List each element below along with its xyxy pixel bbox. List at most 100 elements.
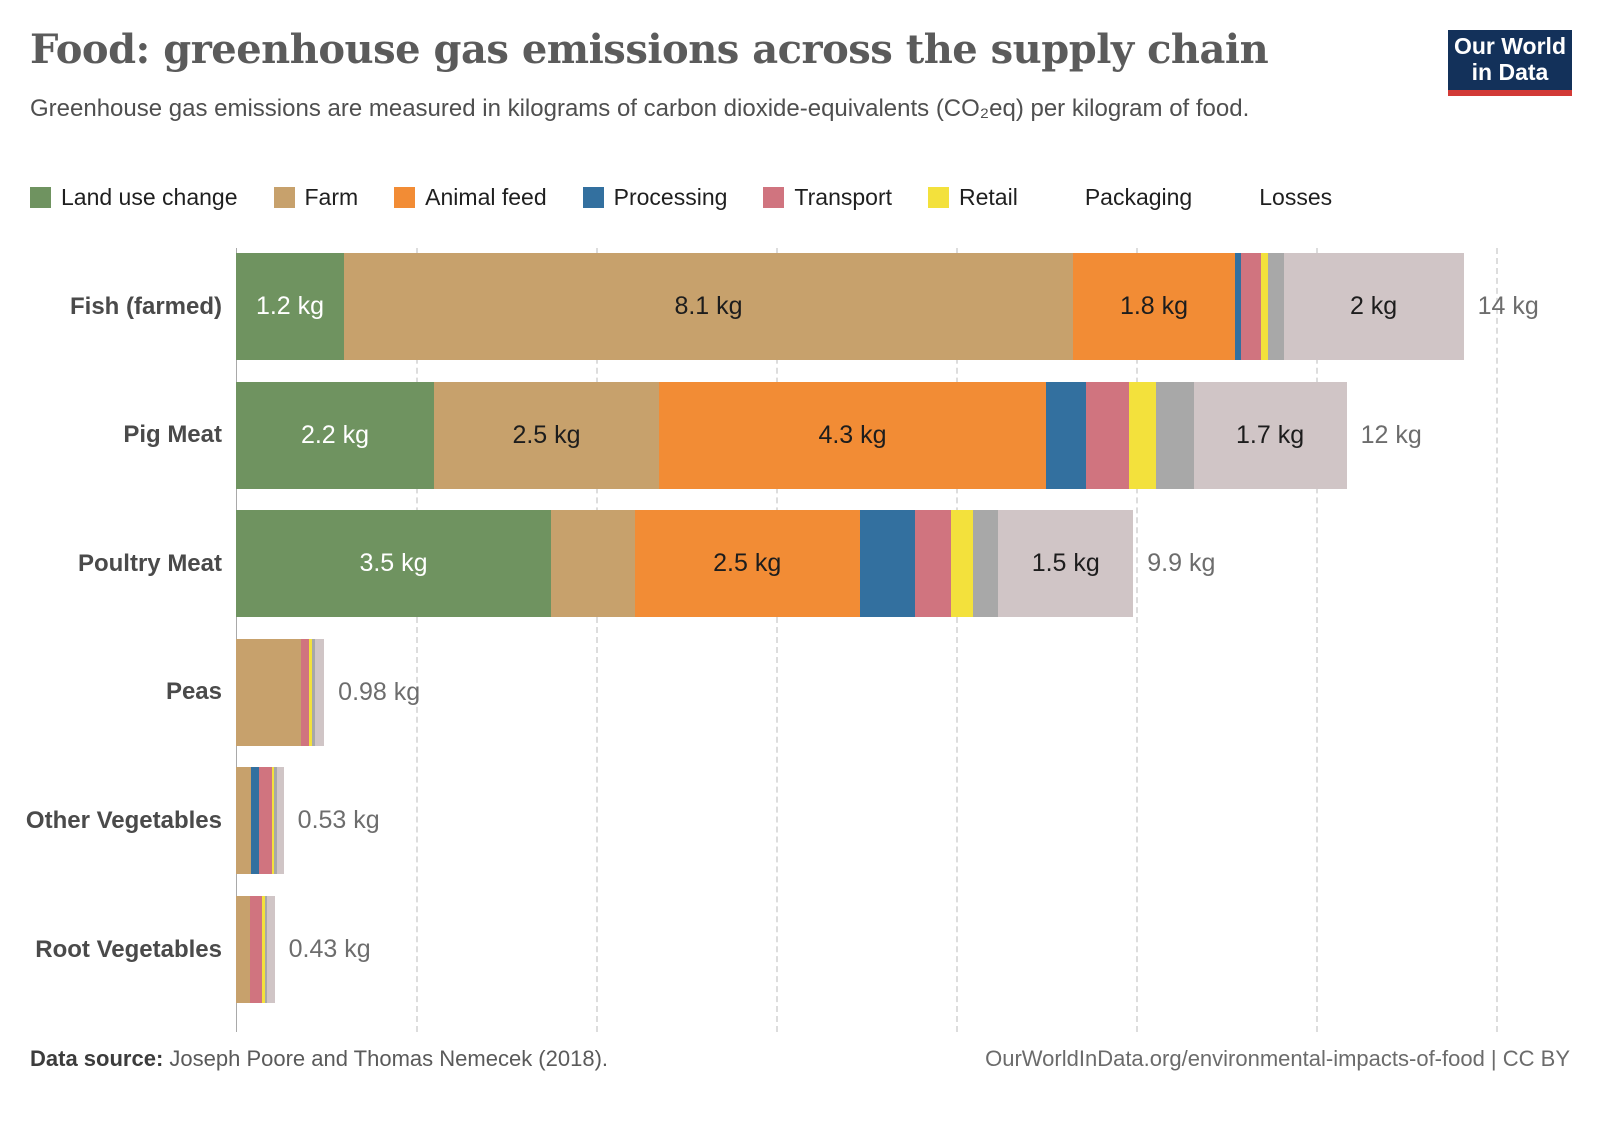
bar-row: Poultry Meat 3.5 kg 2.5 kg 1.5 kg 9.9 kg <box>0 510 1600 618</box>
owid-logo-line2: in Data <box>1471 59 1549 85</box>
segment-transport[interactable] <box>300 638 309 746</box>
gridline-6kg <box>776 248 778 1032</box>
segment-retail[interactable] <box>1128 381 1156 489</box>
segment-retail[interactable] <box>308 638 313 746</box>
bar-row: Root Vegetables 0.43 kg <box>0 896 1600 1003</box>
legend-item-packaging[interactable]: Packaging <box>1054 184 1192 211</box>
segment-processing[interactable] <box>251 767 260 875</box>
segment-packaging[interactable] <box>1268 253 1284 360</box>
retail-swatch-icon <box>928 187 949 208</box>
processing-swatch-icon <box>582 187 604 208</box>
segment-farm[interactable] <box>236 638 301 746</box>
legend-item-processing[interactable]: Processing <box>582 184 728 211</box>
stacked-bar <box>236 638 325 746</box>
segment-value-label: 1.5 kg <box>1031 549 1100 578</box>
segment-farm[interactable] <box>236 767 252 875</box>
segment-retail[interactable] <box>262 896 265 1003</box>
total-value-label: 12 kg <box>1360 420 1422 449</box>
segment-packaging[interactable] <box>264 896 268 1003</box>
bar-row: Fish (farmed) 1.2 kg 8.1 kg 1.8 kg 2 kg 14 kg <box>0 253 1600 360</box>
segment-retail[interactable] <box>950 510 974 618</box>
legend-item-land_use[interactable]: Land use change <box>30 184 238 211</box>
segment-farm[interactable]: 8.1 kg <box>344 253 1073 360</box>
legend-item-feed[interactable]: Animal feed <box>394 184 547 211</box>
legend-label: Losses <box>1259 184 1333 210</box>
gridline-8kg <box>956 248 958 1032</box>
segment-feed[interactable]: 2.5 kg <box>634 510 860 618</box>
segment-land_use[interactable]: 2.2 kg <box>236 381 434 489</box>
origin-url[interactable]: OurWorldInData.org/environmental-impacts… <box>985 1046 1570 1071</box>
feed-swatch-icon <box>394 187 416 208</box>
segment-losses[interactable]: 2 kg <box>1283 253 1464 360</box>
legend-label: Land use change <box>61 184 238 210</box>
segment-transport[interactable] <box>915 510 951 618</box>
bar-row: Pig Meat 2.2 kg 2.5 kg 4.3 kg 1.7 kg 12 kg <box>0 381 1600 489</box>
legend-label: Packaging <box>1084 184 1193 210</box>
stacked-bar: 1.2 kg 8.1 kg 1.8 kg 2 kg <box>236 253 1464 360</box>
stacked-bar <box>236 767 284 875</box>
segment-transport[interactable] <box>250 896 263 1003</box>
legend: Land use change Farm Animal feed Processing… <box>30 184 1332 211</box>
gridline-2kg <box>416 248 418 1032</box>
category-label: Peas <box>165 678 222 706</box>
category-label: Root Vegetables <box>35 935 222 963</box>
segment-value-label: 2.5 kg <box>512 420 581 449</box>
data-source-note: Data source: Joseph Poore and Thomas Nem… <box>30 1046 608 1072</box>
stacked-bar: 2.2 kg 2.5 kg 4.3 kg 1.7 kg <box>236 381 1347 489</box>
data-source-text: Joseph Poore and Thomas Nemecek (2018). <box>163 1046 609 1071</box>
segment-feed[interactable]: 1.8 kg <box>1073 253 1235 360</box>
legend-label: Processing <box>613 184 728 210</box>
legend-item-farm[interactable]: Farm <box>273 184 359 211</box>
segment-packaging[interactable] <box>312 638 316 746</box>
total-value-label: 0.53 kg <box>297 806 380 835</box>
segment-transport[interactable] <box>1241 253 1262 360</box>
segment-retail[interactable] <box>271 767 274 875</box>
land_use-swatch-icon <box>30 187 51 208</box>
legend-item-transport[interactable]: Transport <box>763 184 892 211</box>
legend-item-losses[interactable]: Losses <box>1228 184 1332 211</box>
stacked-bar <box>236 896 275 1003</box>
owid-logo-line1: Our World <box>1453 33 1566 60</box>
segment-packaging[interactable] <box>273 767 278 875</box>
segment-value-label: 2 kg <box>1349 292 1398 320</box>
bar-rows: Fish (farmed) 1.2 kg 8.1 kg 1.8 kg 2 kg 14 kg… <box>0 248 1600 1032</box>
segment-packaging[interactable] <box>973 510 999 618</box>
segment-value-label: 2.5 kg <box>713 549 782 578</box>
segment-land_use[interactable]: 1.2 kg <box>236 253 344 360</box>
chart-subtitle: Greenhouse gas emissions are measured in… <box>30 95 1250 122</box>
page-title: Food: greenhouse gas emissions across th… <box>30 26 1269 73</box>
bar-row: Other Vegetables 0.53 kg <box>0 767 1600 875</box>
gridline-4kg <box>596 248 598 1032</box>
category-label: Pig Meat <box>123 421 222 449</box>
segment-losses[interactable] <box>277 767 284 875</box>
segment-land_use[interactable]: 3.5 kg <box>236 510 551 618</box>
gridline-12kg <box>1316 248 1318 1032</box>
segment-losses[interactable] <box>267 896 275 1003</box>
segment-transport[interactable] <box>259 767 272 875</box>
data-source-label: Data source: <box>30 1046 164 1071</box>
segment-transport[interactable] <box>1085 381 1129 489</box>
segment-losses[interactable]: 1.7 kg <box>1193 381 1347 489</box>
segment-packaging[interactable] <box>1155 381 1194 489</box>
segment-value-label: 1.7 kg <box>1236 420 1305 449</box>
plot-area: Fish (farmed) 1.2 kg 8.1 kg 1.8 kg 2 kg 14 kg… <box>0 248 1600 1032</box>
legend-label: Farm <box>304 184 359 210</box>
segment-value-label: 2.2 kg <box>300 420 370 449</box>
segment-retail[interactable] <box>1261 253 1269 360</box>
total-value-label: 9.9 kg <box>1147 549 1216 578</box>
owid-logo: Our World in Data <box>1448 30 1572 96</box>
segment-losses[interactable]: 1.5 kg <box>998 510 1134 618</box>
total-value-label: 0.43 kg <box>288 935 371 963</box>
segment-feed[interactable]: 4.3 kg <box>659 381 1046 489</box>
gridline-14kg <box>1496 248 1498 1032</box>
farm-swatch-icon <box>273 187 295 208</box>
segment-losses[interactable] <box>315 638 325 746</box>
legend-item-retail[interactable]: Retail <box>928 184 1018 211</box>
segment-farm[interactable] <box>551 510 635 618</box>
segment-processing[interactable] <box>1046 381 1086 489</box>
segment-processing[interactable] <box>859 510 916 618</box>
category-label: Poultry Meat <box>77 549 222 577</box>
segment-farm[interactable]: 2.5 kg <box>434 381 659 489</box>
segment-farm[interactable] <box>236 896 251 1003</box>
segment-processing[interactable] <box>1235 253 1242 360</box>
